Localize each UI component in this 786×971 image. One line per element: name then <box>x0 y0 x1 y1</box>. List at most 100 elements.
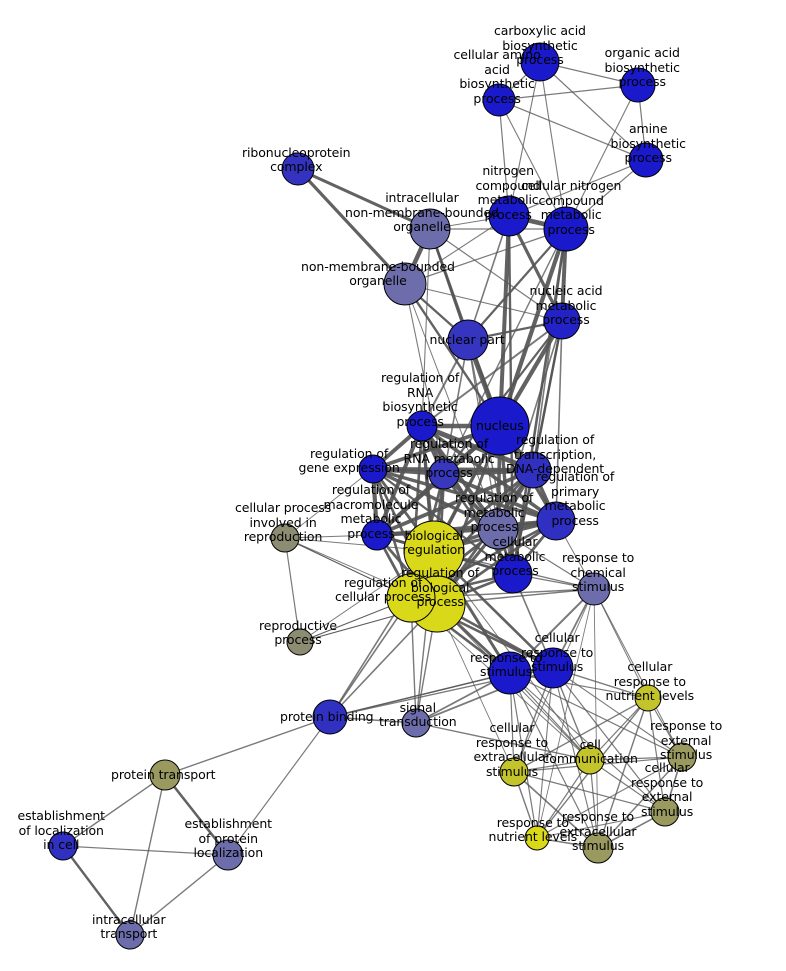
graph-edge <box>421 228 431 427</box>
graph-edge <box>443 339 469 475</box>
graph-edge <box>436 603 515 773</box>
graph-node[interactable] <box>212 839 244 871</box>
graph-node[interactable] <box>575 745 605 775</box>
graph-node[interactable] <box>582 832 614 864</box>
graph-node[interactable] <box>488 195 530 237</box>
graph-edge <box>597 756 683 849</box>
graph-node[interactable] <box>270 523 300 553</box>
graph-edge <box>421 320 563 427</box>
graph-edge <box>498 99 567 230</box>
graph-edge <box>589 759 666 813</box>
graph-node[interactable] <box>520 42 560 82</box>
graph-edge <box>539 61 647 161</box>
graph-node[interactable] <box>403 520 465 582</box>
graph-edge <box>329 672 511 718</box>
graph-node[interactable] <box>386 573 436 623</box>
graph-edge <box>536 759 591 839</box>
graph-edge <box>62 845 229 856</box>
graph-edge <box>467 215 510 341</box>
graph-edge <box>296 167 432 231</box>
graph-edge <box>536 588 595 839</box>
graph-node[interactable] <box>409 208 451 250</box>
graph-edge <box>62 774 166 847</box>
graph-edge <box>227 716 331 856</box>
graph-edge <box>284 537 301 643</box>
graph-edge <box>371 467 500 531</box>
graph-edge <box>466 227 568 342</box>
graph-node[interactable] <box>48 831 78 861</box>
graph-node[interactable] <box>667 742 697 772</box>
graph-edge <box>163 773 230 857</box>
graph-node[interactable] <box>358 454 388 484</box>
graph-edge <box>498 214 511 428</box>
graph-node[interactable] <box>312 699 348 735</box>
graph-node[interactable] <box>577 572 611 606</box>
graph-node[interactable] <box>514 451 552 489</box>
graph-edge <box>536 811 666 839</box>
graph-node[interactable] <box>286 628 314 656</box>
graph-edge <box>539 61 567 230</box>
graph-node[interactable] <box>361 519 393 551</box>
graph-edge <box>511 227 568 576</box>
graph-edge <box>164 716 331 776</box>
graph-node[interactable] <box>634 684 662 712</box>
graph-edge <box>129 854 229 936</box>
edge-layer <box>61 61 683 937</box>
graph-edge <box>498 84 639 101</box>
graph-edge <box>508 61 541 217</box>
graph-edge <box>513 771 666 813</box>
graph-edge <box>420 424 500 531</box>
graph-edge <box>513 771 599 849</box>
graph-node[interactable] <box>477 508 519 550</box>
graph-node[interactable] <box>543 206 589 252</box>
graph-node[interactable] <box>524 825 550 851</box>
graph-node[interactable] <box>493 554 533 594</box>
graph-node[interactable] <box>149 759 181 791</box>
graph-edge <box>589 756 683 761</box>
graph-edge <box>509 672 599 849</box>
graph-edge <box>509 672 683 758</box>
graph-node[interactable] <box>470 396 530 456</box>
graph-edge <box>509 672 538 839</box>
graph-edge <box>647 697 666 813</box>
graph-edge <box>375 468 535 537</box>
graph-edge <box>284 468 374 539</box>
graph-node[interactable] <box>543 302 581 340</box>
graph-node[interactable] <box>628 142 664 178</box>
graph-node[interactable] <box>482 83 516 117</box>
graph-edge <box>419 423 536 473</box>
graph-node[interactable] <box>536 501 576 541</box>
graph-edge <box>565 84 639 230</box>
graph-edge <box>532 228 567 471</box>
graph-node[interactable] <box>620 67 656 103</box>
graph-edge <box>593 588 683 758</box>
graph-edge <box>61 844 132 937</box>
graph-edge <box>442 472 558 523</box>
graph-edge <box>552 667 683 758</box>
node-layer <box>48 42 697 950</box>
graph-node[interactable] <box>406 410 438 442</box>
graph-node[interactable] <box>428 458 460 490</box>
graph-edge <box>429 228 563 322</box>
graph-edge <box>536 667 554 839</box>
graph-edge <box>129 774 166 936</box>
graph-node[interactable] <box>650 797 680 827</box>
graph-edge <box>513 697 649 773</box>
graph-edge <box>555 320 563 522</box>
graph-edge <box>498 99 647 161</box>
graph-edge <box>404 283 563 322</box>
graph-edge <box>508 159 647 217</box>
graph-edge <box>597 697 649 849</box>
graph-node[interactable] <box>401 708 431 738</box>
graph-node[interactable] <box>281 152 315 186</box>
graph-edge <box>371 467 558 523</box>
graph-node[interactable] <box>532 647 574 689</box>
graph-node[interactable] <box>447 319 489 361</box>
graph-node[interactable] <box>499 757 529 787</box>
graph-node[interactable] <box>115 920 145 950</box>
graph-node[interactable] <box>488 651 532 695</box>
graph-edge <box>552 667 599 849</box>
graph-node[interactable] <box>383 262 427 306</box>
